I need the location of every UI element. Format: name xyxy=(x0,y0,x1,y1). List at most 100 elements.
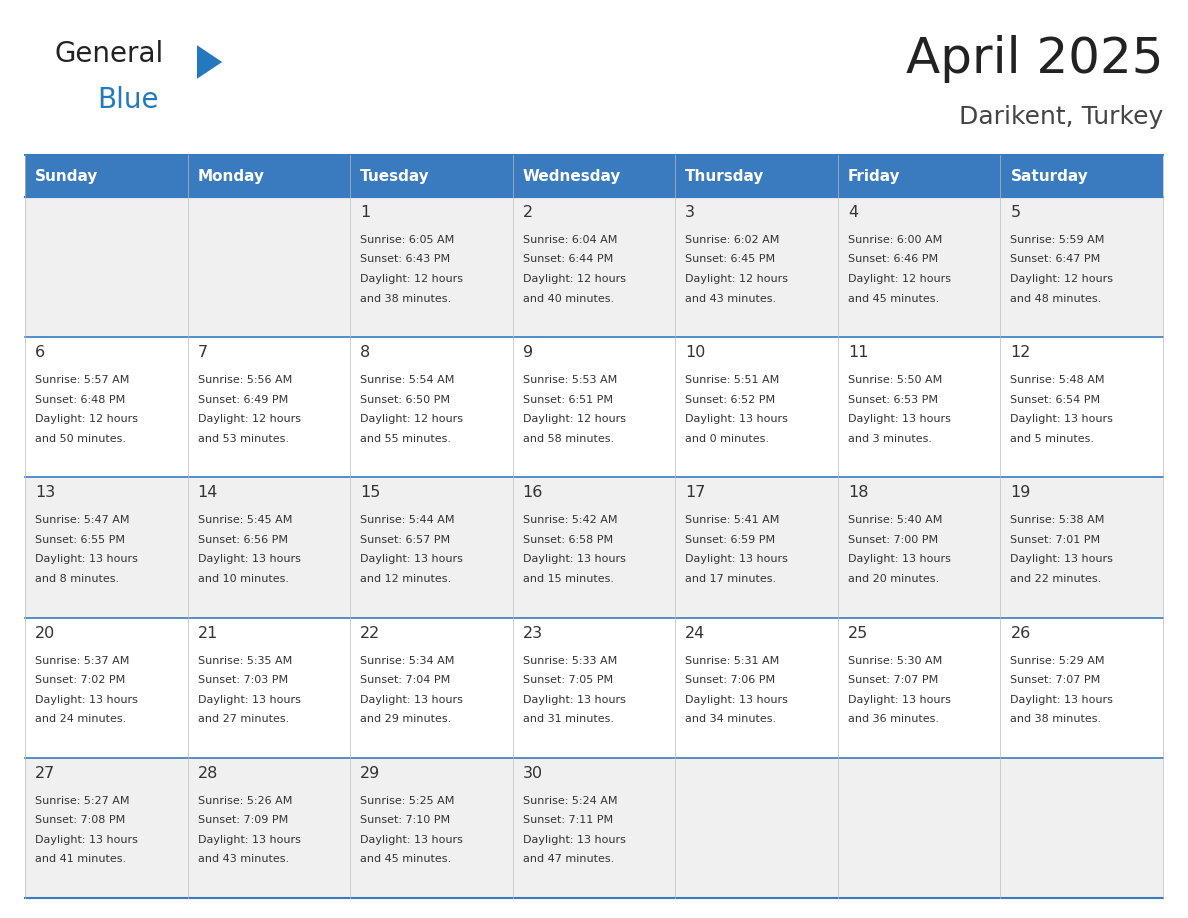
Text: Wednesday: Wednesday xyxy=(523,169,621,184)
Text: 14: 14 xyxy=(197,486,217,500)
Text: Daylight: 13 hours: Daylight: 13 hours xyxy=(1011,554,1113,565)
Text: Daylight: 12 hours: Daylight: 12 hours xyxy=(360,274,463,284)
Text: Daylight: 12 hours: Daylight: 12 hours xyxy=(848,274,950,284)
Text: 13: 13 xyxy=(34,486,56,500)
Text: and 43 minutes.: and 43 minutes. xyxy=(685,294,777,304)
Text: Sunset: 6:49 PM: Sunset: 6:49 PM xyxy=(197,395,287,405)
Text: 26: 26 xyxy=(1011,625,1031,641)
Text: Sunrise: 5:27 AM: Sunrise: 5:27 AM xyxy=(34,796,129,806)
Bar xyxy=(25,197,1163,337)
Text: Sunset: 6:56 PM: Sunset: 6:56 PM xyxy=(197,535,287,545)
Text: 15: 15 xyxy=(360,486,380,500)
Text: Sunset: 6:50 PM: Sunset: 6:50 PM xyxy=(360,395,450,405)
Bar xyxy=(513,155,675,197)
Text: Sunset: 6:59 PM: Sunset: 6:59 PM xyxy=(685,535,776,545)
Text: 4: 4 xyxy=(848,205,858,220)
Text: 22: 22 xyxy=(360,625,380,641)
Text: Sunset: 6:44 PM: Sunset: 6:44 PM xyxy=(523,254,613,264)
Text: Sunset: 6:53 PM: Sunset: 6:53 PM xyxy=(848,395,937,405)
Text: Daylight: 12 hours: Daylight: 12 hours xyxy=(197,414,301,424)
Text: Sunday: Sunday xyxy=(34,169,99,184)
Text: Sunrise: 5:53 AM: Sunrise: 5:53 AM xyxy=(523,375,617,386)
Text: Daylight: 13 hours: Daylight: 13 hours xyxy=(197,834,301,845)
Text: Daylight: 13 hours: Daylight: 13 hours xyxy=(685,695,788,705)
Text: and 58 minutes.: and 58 minutes. xyxy=(523,433,614,443)
Text: 21: 21 xyxy=(197,625,217,641)
Text: Daylight: 13 hours: Daylight: 13 hours xyxy=(34,695,138,705)
Text: 17: 17 xyxy=(685,486,706,500)
Text: and 43 minutes.: and 43 minutes. xyxy=(197,855,289,865)
Text: Sunrise: 5:38 AM: Sunrise: 5:38 AM xyxy=(1011,515,1105,525)
Text: 29: 29 xyxy=(360,766,380,781)
Text: and 36 minutes.: and 36 minutes. xyxy=(848,714,939,724)
Text: Sunrise: 5:35 AM: Sunrise: 5:35 AM xyxy=(197,655,292,666)
Text: Sunrise: 5:51 AM: Sunrise: 5:51 AM xyxy=(685,375,779,386)
Text: Sunset: 7:02 PM: Sunset: 7:02 PM xyxy=(34,675,125,685)
Text: Sunset: 7:07 PM: Sunset: 7:07 PM xyxy=(848,675,939,685)
Text: Sunrise: 6:00 AM: Sunrise: 6:00 AM xyxy=(848,235,942,245)
Text: Sunrise: 5:40 AM: Sunrise: 5:40 AM xyxy=(848,515,942,525)
Text: Daylight: 13 hours: Daylight: 13 hours xyxy=(360,554,463,565)
Text: 11: 11 xyxy=(848,345,868,360)
Bar xyxy=(188,155,350,197)
Text: Tuesday: Tuesday xyxy=(360,169,430,184)
Text: Sunset: 7:08 PM: Sunset: 7:08 PM xyxy=(34,815,125,825)
Text: Daylight: 13 hours: Daylight: 13 hours xyxy=(523,695,626,705)
Text: Thursday: Thursday xyxy=(685,169,765,184)
Polygon shape xyxy=(197,45,222,79)
Text: Sunrise: 5:48 AM: Sunrise: 5:48 AM xyxy=(1011,375,1105,386)
Text: Daylight: 12 hours: Daylight: 12 hours xyxy=(1011,274,1113,284)
Bar xyxy=(25,618,1163,757)
Text: and 27 minutes.: and 27 minutes. xyxy=(197,714,289,724)
Text: Sunrise: 5:57 AM: Sunrise: 5:57 AM xyxy=(34,375,129,386)
Text: Sunrise: 6:05 AM: Sunrise: 6:05 AM xyxy=(360,235,454,245)
Text: Daylight: 13 hours: Daylight: 13 hours xyxy=(685,414,788,424)
Text: and 50 minutes.: and 50 minutes. xyxy=(34,433,126,443)
Text: Sunrise: 5:33 AM: Sunrise: 5:33 AM xyxy=(523,655,617,666)
Text: Darikent, Turkey: Darikent, Turkey xyxy=(959,105,1163,129)
Text: Sunset: 6:57 PM: Sunset: 6:57 PM xyxy=(360,535,450,545)
Text: 30: 30 xyxy=(523,766,543,781)
Text: 9: 9 xyxy=(523,345,533,360)
Bar xyxy=(25,337,1163,477)
Text: Sunset: 6:55 PM: Sunset: 6:55 PM xyxy=(34,535,125,545)
Text: Daylight: 13 hours: Daylight: 13 hours xyxy=(523,554,626,565)
Text: and 40 minutes.: and 40 minutes. xyxy=(523,294,614,304)
Text: and 53 minutes.: and 53 minutes. xyxy=(197,433,289,443)
Text: Sunrise: 6:02 AM: Sunrise: 6:02 AM xyxy=(685,235,779,245)
Text: 10: 10 xyxy=(685,345,706,360)
Text: Sunset: 6:43 PM: Sunset: 6:43 PM xyxy=(360,254,450,264)
Text: Sunrise: 5:42 AM: Sunrise: 5:42 AM xyxy=(523,515,618,525)
Text: 19: 19 xyxy=(1011,486,1031,500)
Bar xyxy=(675,155,838,197)
Text: Daylight: 13 hours: Daylight: 13 hours xyxy=(848,554,950,565)
Text: 8: 8 xyxy=(360,345,371,360)
Text: 24: 24 xyxy=(685,625,706,641)
Text: Sunset: 6:46 PM: Sunset: 6:46 PM xyxy=(848,254,939,264)
Text: Sunrise: 5:59 AM: Sunrise: 5:59 AM xyxy=(1011,235,1105,245)
Text: Sunrise: 6:04 AM: Sunrise: 6:04 AM xyxy=(523,235,617,245)
Bar xyxy=(25,757,1163,898)
Text: and 47 minutes.: and 47 minutes. xyxy=(523,855,614,865)
Text: and 0 minutes.: and 0 minutes. xyxy=(685,433,770,443)
Text: Daylight: 12 hours: Daylight: 12 hours xyxy=(523,274,626,284)
Text: Sunrise: 5:44 AM: Sunrise: 5:44 AM xyxy=(360,515,455,525)
Text: 28: 28 xyxy=(197,766,217,781)
Text: Sunset: 7:03 PM: Sunset: 7:03 PM xyxy=(197,675,287,685)
Text: Daylight: 12 hours: Daylight: 12 hours xyxy=(523,414,626,424)
Text: Sunrise: 5:37 AM: Sunrise: 5:37 AM xyxy=(34,655,129,666)
Text: Sunset: 7:05 PM: Sunset: 7:05 PM xyxy=(523,675,613,685)
Text: Sunset: 7:00 PM: Sunset: 7:00 PM xyxy=(848,535,939,545)
Text: and 31 minutes.: and 31 minutes. xyxy=(523,714,614,724)
Text: Daylight: 13 hours: Daylight: 13 hours xyxy=(1011,695,1113,705)
Text: Sunset: 6:45 PM: Sunset: 6:45 PM xyxy=(685,254,776,264)
Text: and 17 minutes.: and 17 minutes. xyxy=(685,574,777,584)
Text: Sunrise: 5:29 AM: Sunrise: 5:29 AM xyxy=(1011,655,1105,666)
Text: Sunrise: 5:56 AM: Sunrise: 5:56 AM xyxy=(197,375,292,386)
Text: 25: 25 xyxy=(848,625,868,641)
Text: 20: 20 xyxy=(34,625,56,641)
Text: Daylight: 13 hours: Daylight: 13 hours xyxy=(197,554,301,565)
Text: Sunrise: 5:34 AM: Sunrise: 5:34 AM xyxy=(360,655,455,666)
Text: and 22 minutes.: and 22 minutes. xyxy=(1011,574,1101,584)
Text: Sunset: 6:47 PM: Sunset: 6:47 PM xyxy=(1011,254,1100,264)
